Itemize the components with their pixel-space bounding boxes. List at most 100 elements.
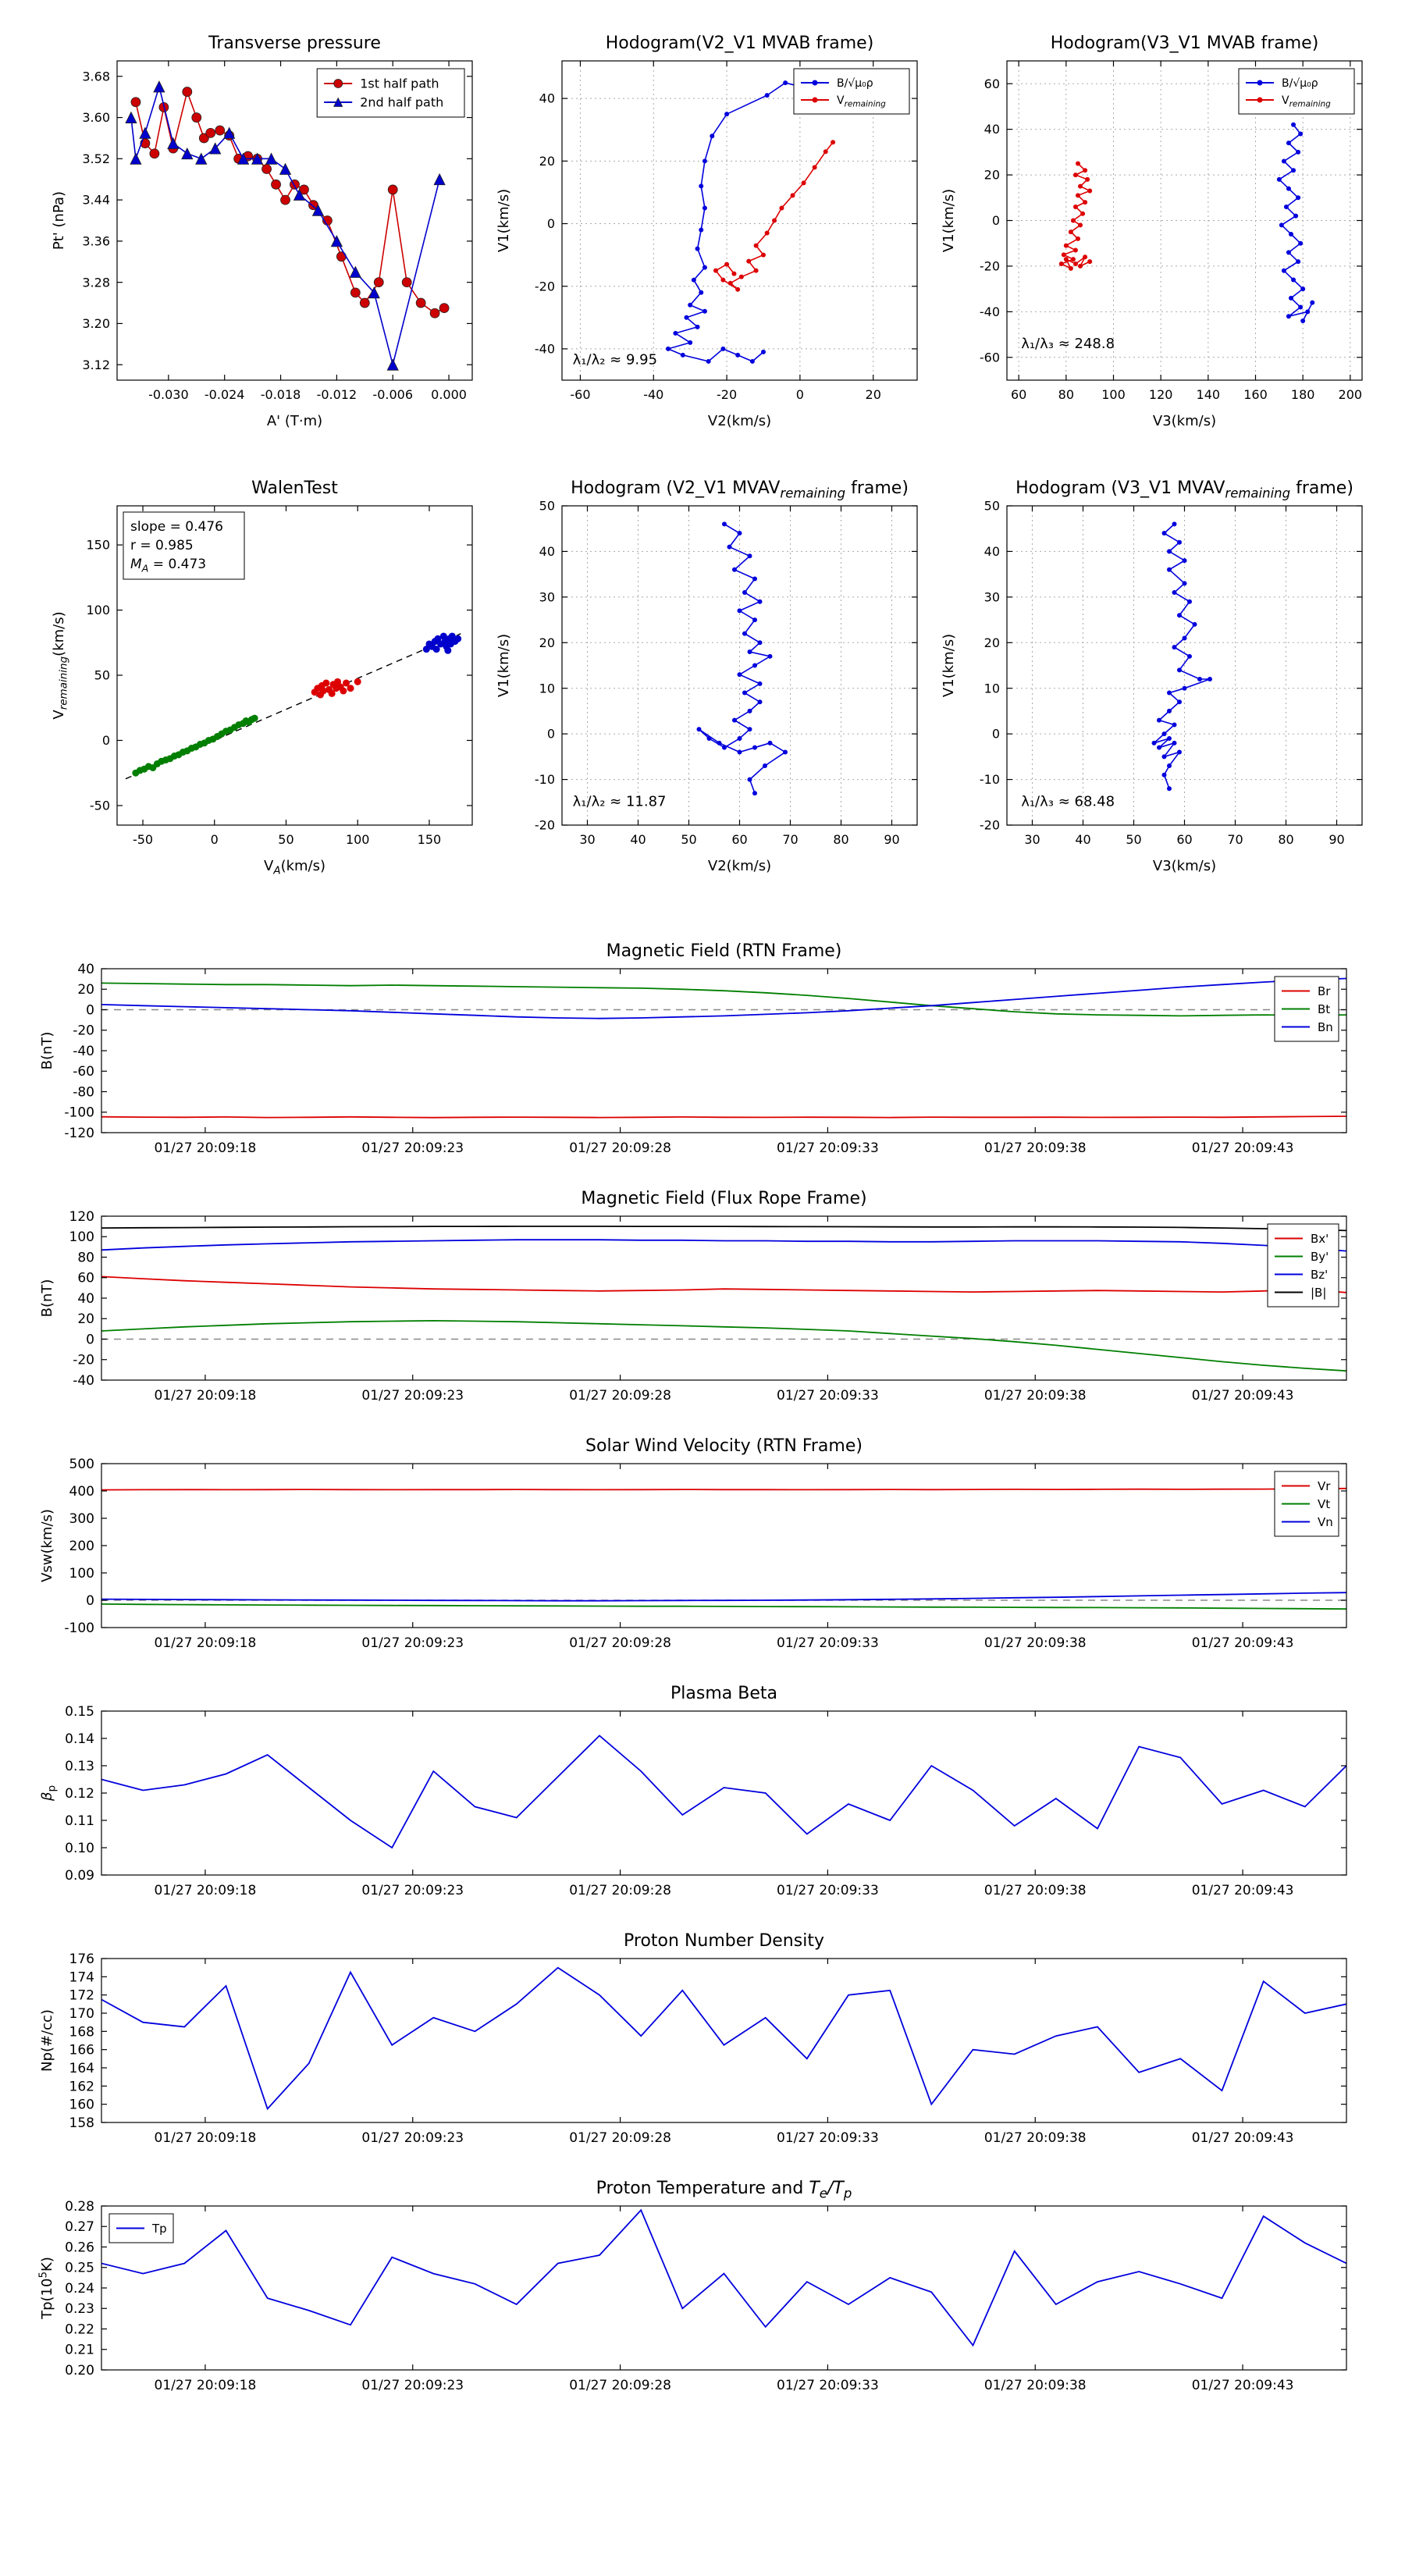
svg-text:80: 80 (833, 832, 848, 847)
svg-text:01/27 20:09:43: 01/27 20:09:43 (1192, 1388, 1294, 1404)
svg-text:70: 70 (782, 832, 798, 847)
svg-text:-40: -40 (73, 1044, 94, 1059)
svg-text:Vr: Vr (1318, 1479, 1331, 1493)
svg-text:0.10: 0.10 (65, 1841, 94, 1856)
svg-text:Vt: Vt (1318, 1497, 1330, 1511)
svg-text:20: 20 (866, 387, 881, 402)
svg-text:01/27 20:09:43: 01/27 20:09:43 (1192, 2130, 1294, 2146)
svg-text:140: 140 (1197, 387, 1221, 402)
svg-text:-0.018: -0.018 (261, 387, 301, 402)
svg-text:0: 0 (211, 832, 219, 847)
svg-text:-20: -20 (535, 818, 555, 833)
svg-text:164: 164 (69, 2061, 94, 2076)
svg-text:Vremaining: Vremaining (837, 94, 886, 109)
svg-text:01/27 20:09:33: 01/27 20:09:33 (777, 1635, 879, 1651)
svg-text:λ₁/λ₂ ≈ 9.95: λ₁/λ₂ ≈ 9.95 (573, 352, 657, 368)
svg-text:20: 20 (984, 635, 1000, 650)
svg-text:150: 150 (86, 538, 110, 553)
svg-text:Tp: Tp (151, 2222, 167, 2236)
svg-text:90: 90 (1329, 832, 1344, 847)
svg-text:01/27 20:09:43: 01/27 20:09:43 (1192, 1883, 1294, 1898)
svg-text:40: 40 (630, 832, 646, 847)
svg-text:V3(km/s): V3(km/s) (1153, 413, 1216, 429)
svg-text:0.28: 0.28 (65, 2199, 94, 2215)
svg-text:Hodogram(V2_V1 MVAB frame): Hodogram(V2_V1 MVAB frame) (606, 34, 874, 53)
svg-text:1st half path: 1st half path (360, 76, 439, 91)
svg-text:120: 120 (1149, 387, 1173, 402)
svg-text:70: 70 (1227, 832, 1243, 847)
svg-text:A' (T·m): A' (T·m) (267, 413, 322, 429)
svg-text:01/27 20:09:33: 01/27 20:09:33 (777, 2130, 879, 2146)
svg-text:0: 0 (86, 1332, 94, 1347)
svg-text:V2(km/s): V2(km/s) (708, 413, 771, 429)
svg-text:30: 30 (579, 832, 595, 847)
svg-text:Magnetic Field (Flux Rope Fram: Magnetic Field (Flux Rope Frame) (581, 1189, 866, 1208)
svg-text:01/27 20:09:38: 01/27 20:09:38 (984, 2378, 1087, 2393)
svg-text:01/27 20:09:23: 01/27 20:09:23 (361, 2130, 464, 2146)
svg-text:Magnetic Field (RTN Frame): Magnetic Field (RTN Frame) (606, 941, 842, 961)
svg-text:-20: -20 (535, 279, 555, 294)
svg-text:162: 162 (69, 2079, 94, 2094)
svg-text:Bn: Bn (1318, 1020, 1333, 1034)
svg-text:168: 168 (69, 2024, 94, 2040)
svg-text:V1(km/s): V1(km/s) (496, 189, 512, 252)
svg-text:3.68: 3.68 (82, 69, 110, 84)
svg-text:Plasma Beta: Plasma Beta (670, 1684, 777, 1703)
svg-text:50: 50 (1126, 832, 1141, 847)
svg-text:01/27 20:09:28: 01/27 20:09:28 (569, 1883, 671, 1898)
svg-text:By': By' (1311, 1250, 1329, 1264)
svg-text:40: 40 (539, 544, 555, 559)
svg-text:3.12: 3.12 (82, 358, 110, 372)
svg-text:Hodogram(V3_V1 MVAB frame): Hodogram(V3_V1 MVAB frame) (1051, 34, 1319, 53)
svg-text:|B|: |B| (1311, 1286, 1326, 1300)
svg-text:01/27 20:09:23: 01/27 20:09:23 (361, 2378, 464, 2393)
svg-text:01/27 20:09:18: 01/27 20:09:18 (155, 1388, 257, 1404)
svg-text:3.20: 3.20 (82, 316, 110, 331)
svg-text:Transverse pressure: Transverse pressure (208, 34, 381, 53)
svg-text:-40: -40 (73, 1373, 94, 1389)
svg-text:01/27 20:09:43: 01/27 20:09:43 (1192, 1635, 1294, 1651)
svg-text:60: 60 (1176, 832, 1192, 847)
svg-text:10: 10 (539, 681, 555, 696)
svg-text:01/27 20:09:28: 01/27 20:09:28 (569, 1388, 671, 1404)
svg-text:01/27 20:09:18: 01/27 20:09:18 (155, 2130, 257, 2146)
svg-text:0.15: 0.15 (65, 1704, 94, 1720)
svg-text:01/27 20:09:23: 01/27 20:09:23 (361, 1883, 464, 1898)
panel-vsw-rtn: 01/27 20:09:18 01/27 20:09:23 01/27 20:09:… (31, 1428, 1374, 1662)
svg-text:20: 20 (539, 154, 555, 169)
svg-text:Vremaining: Vremaining (1282, 94, 1331, 109)
svg-text:01/27 20:09:28: 01/27 20:09:28 (569, 1140, 671, 1156)
svg-text:0: 0 (86, 1593, 94, 1609)
svg-text:160: 160 (69, 2097, 94, 2113)
svg-text:80: 80 (77, 1250, 94, 1265)
svg-text:-50: -50 (133, 832, 153, 847)
svg-text:2nd half path: 2nd half path (360, 95, 443, 110)
svg-text:Vsw(km/s): Vsw(km/s) (39, 1509, 55, 1582)
svg-text:-60: -60 (570, 387, 590, 402)
svg-text:0.26: 0.26 (65, 2240, 94, 2255)
svg-text:-100: -100 (64, 1621, 94, 1636)
panel-hodogram-v3v1-mvav: 30 40 50 60 70 80 90 -20 -10 0 10 20 30 40 50 Hodogram … (933, 468, 1374, 878)
svg-text:Vremaining(km/s): Vremaining(km/s) (51, 611, 70, 719)
svg-text:40: 40 (77, 962, 94, 977)
svg-text:01/27 20:09:38: 01/27 20:09:38 (984, 2130, 1087, 2146)
svg-text:30: 30 (539, 589, 555, 604)
svg-text:Hodogram (V2_V1 MVAVremaining: Hodogram (V2_V1 MVAVremaining frame) (571, 479, 909, 501)
svg-text:B(nT): B(nT) (39, 1032, 55, 1070)
svg-text:Br: Br (1318, 984, 1331, 998)
svg-text:01/27 20:09:33: 01/27 20:09:33 (777, 1388, 879, 1404)
svg-text:01/27 20:09:38: 01/27 20:09:38 (984, 1140, 1087, 1156)
svg-text:01/27 20:09:43: 01/27 20:09:43 (1192, 1140, 1294, 1156)
panel-hodogram-v3v1-mvab: 60 80 100 120 140 160 180 200 -60 -40 -20 0 20 40 60 Ho… (933, 23, 1374, 433)
svg-text:-0.006: -0.006 (372, 387, 413, 402)
svg-text:160: 160 (1243, 387, 1268, 402)
panel-hodogram-v2v1-mvab: -60 -40 -20 0 20 -40 -20 0 20 40 Hodogram(V2_V1 MV… (488, 23, 929, 433)
svg-text:0.11: 0.11 (65, 1813, 94, 1829)
svg-text:0: 0 (992, 727, 1000, 742)
svg-text:01/27 20:09:28: 01/27 20:09:28 (569, 2378, 671, 2393)
svg-text:170: 170 (69, 2006, 94, 2022)
svg-text:200: 200 (1339, 387, 1363, 402)
svg-text:0: 0 (796, 387, 804, 402)
svg-text:20: 20 (984, 168, 1000, 183)
